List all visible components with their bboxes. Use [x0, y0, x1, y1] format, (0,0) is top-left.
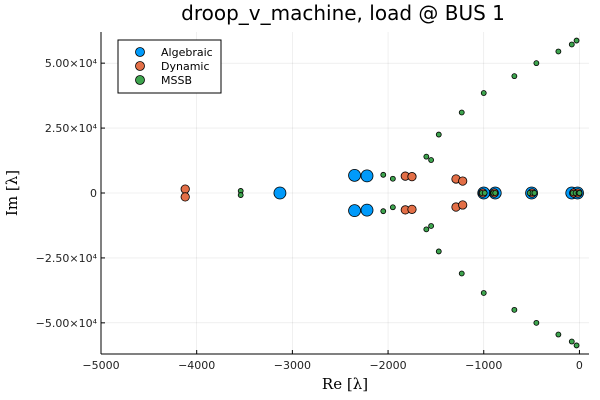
series-mssb: [237, 37, 583, 349]
data-point: [380, 208, 387, 215]
data-point: [348, 168, 361, 182]
data-point: [428, 223, 435, 229]
data-point: [435, 248, 442, 255]
x-tick-label: −1000: [465, 359, 502, 372]
y-tick-label: 0: [90, 187, 97, 200]
data-point: [511, 306, 518, 313]
x-tick-label: −5000: [82, 359, 119, 372]
legend-marker: [135, 47, 145, 57]
data-point: [237, 192, 244, 198]
data-point: [480, 90, 487, 96]
data-point: [380, 171, 387, 178]
axis-ticks: −5000 −4000 −3000 −2000 −1000 0 5.00×10⁴ 2.50×1…: [36, 57, 583, 372]
y-tick-label: 5.00×10⁴: [45, 57, 98, 70]
data-point: [531, 190, 538, 196]
data-point: [573, 37, 580, 44]
data-point: [407, 204, 417, 214]
data-point: [407, 172, 417, 182]
data-point: [555, 48, 562, 55]
data-point: [428, 157, 435, 163]
data-point: [481, 190, 488, 196]
data-point: [458, 109, 465, 116]
data-point: [273, 186, 287, 200]
data-point: [492, 190, 499, 196]
data-point: [533, 319, 540, 326]
data-point: [576, 190, 583, 196]
data-point: [389, 204, 396, 211]
data-point: [555, 331, 562, 338]
legend-marker: [135, 61, 145, 71]
x-axis-label: Re [λ]: [322, 375, 368, 393]
data-point: [458, 176, 468, 186]
data-point: [568, 338, 575, 345]
grid: [100, 32, 589, 354]
legend-label: MSSB: [161, 74, 192, 87]
x-tick-label: −3000: [274, 359, 311, 372]
data-points: [180, 37, 584, 349]
data-point: [180, 184, 190, 194]
data-point: [180, 192, 190, 202]
data-point: [423, 226, 430, 233]
data-point: [458, 200, 468, 210]
data-point: [573, 342, 580, 349]
chart-title: droop_v_machine, load @ BUS 1: [181, 1, 505, 25]
data-point: [435, 131, 442, 138]
y-axis-label: Im [λ]: [3, 170, 21, 216]
data-point: [480, 290, 487, 296]
data-point: [348, 204, 361, 218]
data-point: [568, 41, 575, 48]
legend-label: Dynamic: [161, 60, 210, 73]
x-tick-label: 0: [576, 359, 583, 372]
data-point: [389, 175, 396, 182]
data-point: [458, 270, 465, 277]
y-tick-label: 2.50×10⁴: [45, 122, 98, 135]
x-tick-label: −2000: [369, 359, 406, 372]
data-point: [533, 60, 540, 67]
x-tick-label: −4000: [178, 359, 215, 372]
data-point: [511, 73, 518, 80]
data-point: [423, 153, 430, 160]
legend-marker: [135, 75, 145, 85]
y-tick-label: −2.50×10⁴: [36, 252, 98, 265]
y-tick-label: −5.00×10⁴: [36, 317, 98, 330]
data-point: [360, 203, 374, 217]
data-point: [360, 169, 374, 183]
legend-label: Algebraic: [161, 46, 213, 59]
